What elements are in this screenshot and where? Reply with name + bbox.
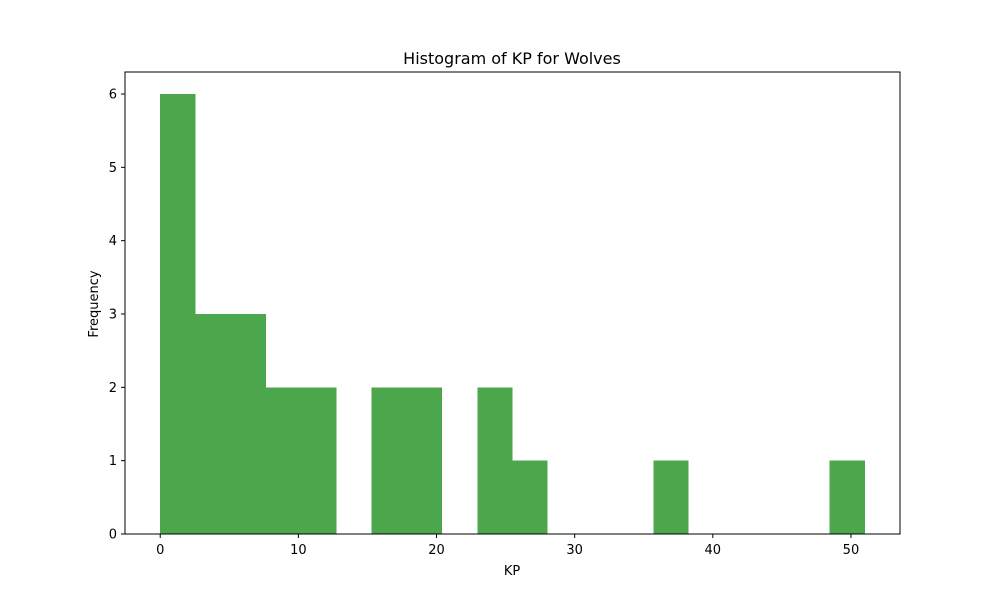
x-tick-label: 0 [156, 543, 164, 558]
histogram-bar [829, 460, 865, 534]
histogram-bar [160, 94, 196, 534]
histogram-bar [195, 314, 231, 534]
histogram-bar [371, 387, 407, 534]
y-axis-label: Frequency [87, 270, 102, 337]
y-tick-label: 3 [109, 308, 117, 323]
x-tick-label: 10 [290, 543, 307, 558]
y-tick-label: 5 [109, 161, 117, 176]
histogram-bar [301, 387, 337, 534]
x-axis-label: KP [504, 564, 521, 579]
x-tick-label: 40 [705, 543, 722, 558]
y-tick-label: 0 [109, 528, 117, 543]
chart-title: Histogram of KP for Wolves [403, 49, 621, 68]
histogram-bar [265, 387, 302, 534]
histogram-bar [406, 387, 443, 534]
y-tick-label: 1 [109, 454, 117, 469]
y-tick-label: 2 [109, 381, 117, 396]
y-tick-label: 6 [109, 88, 117, 103]
x-tick-label: 20 [428, 543, 445, 558]
histogram-bar [477, 387, 513, 534]
x-tick-label: 30 [566, 543, 583, 558]
histogram-bar [230, 314, 266, 534]
bars-group [160, 94, 865, 534]
y-tick-label: 4 [109, 234, 117, 249]
plot-frame [124, 71, 901, 535]
histogram-bar [653, 460, 689, 534]
y-axis-ticks: 0 1 2 3 4 5 6 [109, 88, 125, 543]
histogram-bar [512, 460, 548, 534]
x-axis-ticks: 0 10 20 30 40 50 [156, 534, 859, 558]
x-tick-label: 50 [843, 543, 860, 558]
